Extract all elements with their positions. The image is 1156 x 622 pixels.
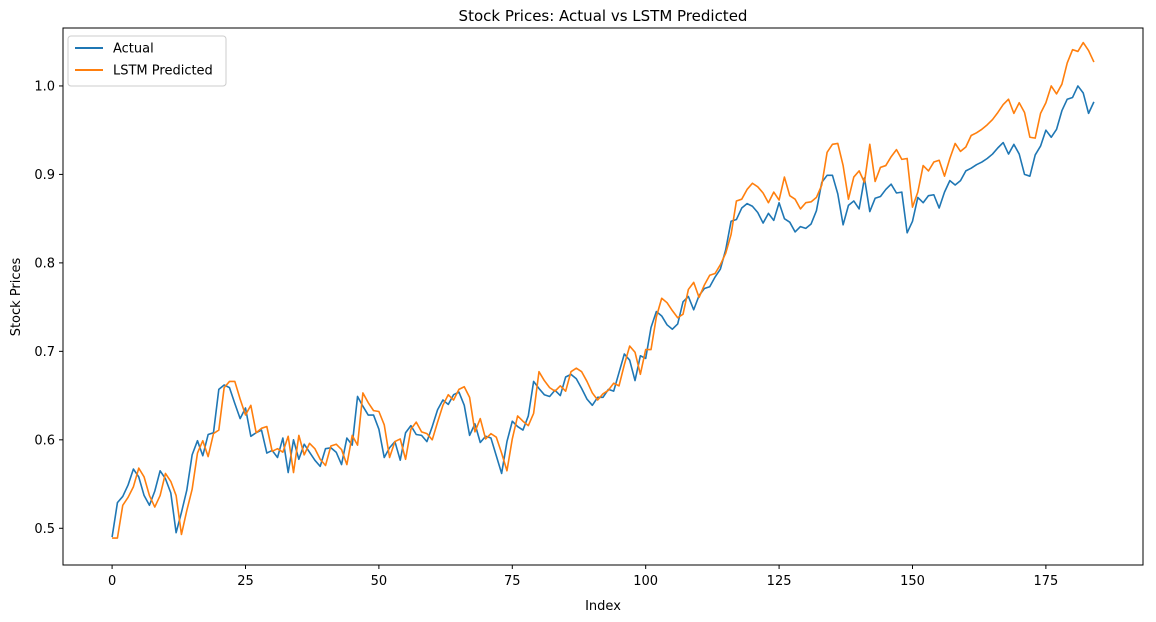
series-layer: [111, 41, 1095, 539]
x-tick-label: 100: [633, 574, 658, 589]
x-tick-label: 125: [767, 574, 792, 589]
y-tick-label: 0.9: [34, 168, 55, 183]
y-tick-label: 0.6: [34, 433, 55, 448]
x-tick-label: 150: [900, 574, 925, 589]
legend-label-actual: Actual: [113, 42, 154, 57]
x-tick-label: 75: [504, 574, 521, 589]
y-tick-label: 0.7: [34, 345, 55, 360]
y-tick-label: 1.0: [34, 79, 55, 94]
legend-box: [67, 35, 227, 87]
legend-label-lstm-predicted: LSTM Predicted: [113, 64, 213, 79]
plot-frame: [62, 27, 1144, 566]
x-tick-label: 0: [108, 574, 116, 589]
y-tick-label: 0.8: [34, 256, 55, 271]
chart-title: Stock Prices: Actual vs LSTM Predicted: [459, 7, 748, 25]
series-line-actual: [111, 85, 1095, 538]
x-axis-ticks: 0 25 50 75 100 125 150 175: [108, 565, 1058, 589]
x-tick-label: 25: [237, 574, 254, 589]
legend: Actual LSTM Predicted: [67, 35, 227, 87]
x-tick-label: 175: [1033, 574, 1058, 589]
y-tick-label: 0.5: [34, 522, 55, 537]
x-tick-label: 50: [371, 574, 388, 589]
y-axis-ticks: 0.5 0.6 0.7 0.8 0.9 1.0: [34, 79, 63, 537]
series-line-lstm-predicted: [112, 41, 1095, 539]
y-axis-label: Stock Prices: [9, 257, 24, 336]
x-axis-label: Index: [585, 599, 621, 614]
